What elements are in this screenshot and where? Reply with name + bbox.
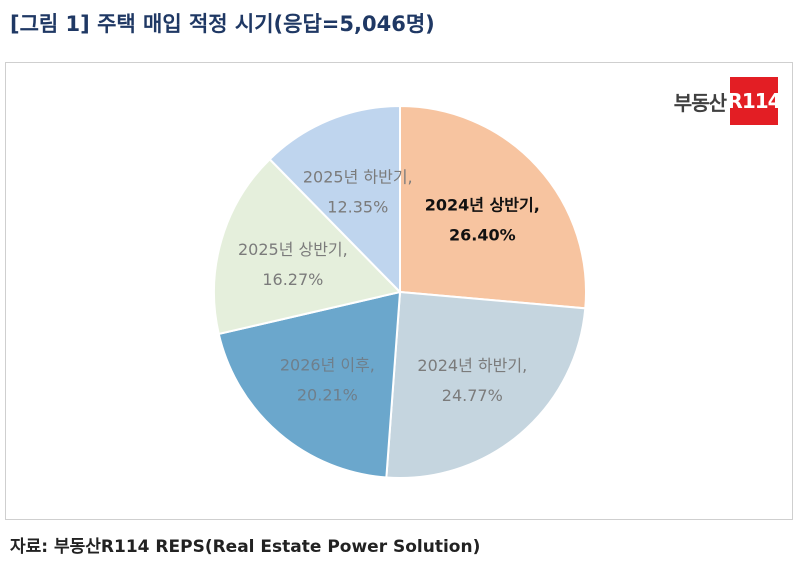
pie-chart: 2024년 상반기, 26.40% 2024년 하반기, 24.77% 2026년 이후… — [213, 104, 587, 479]
slice-label: 2026년 이후, 20.21% — [280, 356, 375, 405]
slice-value-label: 12.35% — [327, 198, 388, 217]
slice-label: 2025년 상반기, 16.27% — [238, 240, 348, 289]
figure-title: [그림 1] 주택 매입 적정 시기(응답=5,046명) — [10, 12, 435, 36]
pie-slice — [213, 157, 402, 336]
slice-value-label: 26.40% — [449, 226, 516, 245]
slice-label: 2024년 하반기, 24.77% — [417, 356, 527, 405]
slice-category-label: 2024년 상반기, — [425, 196, 540, 215]
logo-text: 부동산 — [673, 90, 727, 115]
pie-slice — [217, 290, 402, 479]
pie-slice — [385, 290, 587, 479]
r114-logo: 부동산 R114 — [673, 77, 782, 125]
chart-frame: 2024년 상반기, 26.40% 2024년 하반기, 24.77% 2026년 이후… — [5, 62, 793, 520]
slice-category-label: 2024년 하반기, — [417, 356, 527, 375]
slice-label: 2025년 하반기, 12.35% — [303, 168, 413, 217]
slice-category-label: 2025년 상반기, — [238, 240, 348, 259]
logo-box: R114 — [727, 77, 782, 125]
slice-value-label: 24.77% — [442, 386, 503, 405]
pie-slice — [268, 104, 401, 295]
slice-category-label: 2025년 하반기, — [303, 168, 413, 187]
slice-label: 2024년 상반기, 26.40% — [425, 196, 540, 245]
pie-slice — [399, 104, 587, 310]
slice-category-label: 2026년 이후, — [280, 356, 375, 375]
source-note: 자료: 부동산R114 REPS(Real Estate Power Solut… — [10, 537, 481, 557]
slice-value-label: 16.27% — [262, 270, 323, 289]
slice-value-label: 20.21% — [297, 386, 358, 405]
